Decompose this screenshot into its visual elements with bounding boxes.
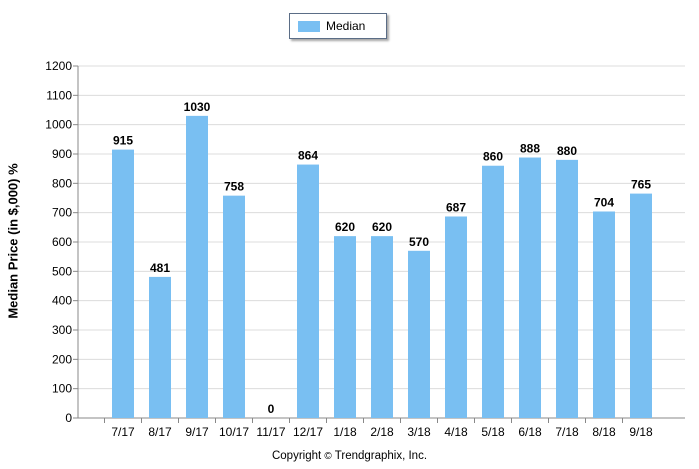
bar-5-18 (482, 165, 504, 418)
data-label: 1030 (184, 100, 211, 114)
x-tick-label: 6/18 (518, 425, 542, 439)
data-label: 880 (557, 144, 577, 158)
bar-3-18 (408, 250, 430, 418)
x-tick-label: 5/18 (481, 425, 505, 439)
bar-8-17 (149, 276, 171, 418)
y-tick-label: 800 (52, 176, 72, 190)
x-tick-label: 7/17 (111, 425, 135, 439)
data-labels: 915 481 1030 758 0 864 620 620 570 687 860 888 880 70… (113, 100, 651, 416)
copyright-suffix: Trendgraphix, Inc. (334, 450, 428, 462)
bar-9-18 (630, 193, 652, 418)
bar-4-18 (445, 216, 467, 418)
y-axis-label: Median Price (in $,000) % (5, 163, 21, 319)
y-tick-label: 1000 (45, 118, 72, 132)
legend-label: Median (326, 19, 366, 33)
y-tick-label: 1100 (46, 88, 72, 102)
x-tick-label: 11/17 (256, 425, 285, 439)
bar-12-17 (297, 164, 319, 418)
bars (112, 115, 652, 418)
x-axis-ticks: 7/17 8/17 9/17 10/17 11/17 12/17 1/18 2/18 3/18 4… (104, 418, 653, 439)
x-tick-label: 1/18 (333, 425, 357, 439)
bar-6-18 (519, 157, 541, 418)
x-tick-label: 7/18 (555, 425, 579, 439)
y-axis-ticks: 0 100 200 300 400 500 600 700 800 900 1000 1100 1200 (45, 59, 78, 425)
legend: Median (289, 13, 387, 39)
bar-9-17 (186, 115, 208, 418)
x-tick-label: 8/18 (592, 425, 616, 439)
y-tick-label: 700 (52, 206, 72, 220)
copyright-prefix: Copyright (271, 450, 322, 462)
data-label: 704 (594, 195, 614, 209)
bar-8-18 (593, 211, 615, 418)
data-label: 0 (268, 402, 275, 416)
copyright-text: Copyright © Trendgraphix, Inc. (0, 450, 699, 462)
bar-1-18 (334, 236, 356, 418)
data-label: 687 (446, 200, 466, 214)
data-label: 620 (335, 220, 355, 234)
data-label: 570 (409, 235, 429, 249)
y-tick-label: 0 (65, 411, 72, 425)
x-tick-label: 9/17 (185, 425, 209, 439)
x-tick-label: 2/18 (370, 425, 394, 439)
x-tick-label: 12/17 (293, 425, 323, 439)
data-label: 915 (113, 134, 133, 148)
bar-2-18 (371, 236, 393, 418)
data-label: 765 (631, 178, 651, 192)
y-tick-label: 400 (52, 294, 72, 308)
x-tick-label: 10/17 (219, 425, 249, 439)
y-tick-label: 600 (52, 235, 72, 249)
data-label: 758 (224, 180, 244, 194)
y-tick-label: 900 (52, 147, 72, 161)
y-tick-label: 200 (52, 352, 72, 366)
data-label: 888 (520, 142, 540, 156)
bar-7-18 (556, 159, 578, 418)
x-tick-label: 9/18 (629, 425, 653, 439)
y-tick-label: 500 (52, 264, 72, 278)
x-tick-label: 8/17 (148, 425, 172, 439)
bar-7-17 (112, 149, 134, 418)
bar-10-17 (223, 195, 245, 418)
data-label: 860 (483, 150, 503, 164)
data-label: 864 (298, 149, 318, 163)
data-label: 620 (372, 220, 392, 234)
y-tick-label: 1200 (45, 59, 72, 73)
data-label: 481 (150, 261, 170, 275)
y-tick-label: 300 (52, 323, 72, 337)
x-tick-label: 4/18 (444, 425, 468, 439)
copyright-symbol: © (324, 451, 332, 462)
legend-swatch (298, 21, 320, 32)
y-tick-label: 100 (52, 382, 72, 396)
x-tick-label: 3/18 (407, 425, 431, 439)
